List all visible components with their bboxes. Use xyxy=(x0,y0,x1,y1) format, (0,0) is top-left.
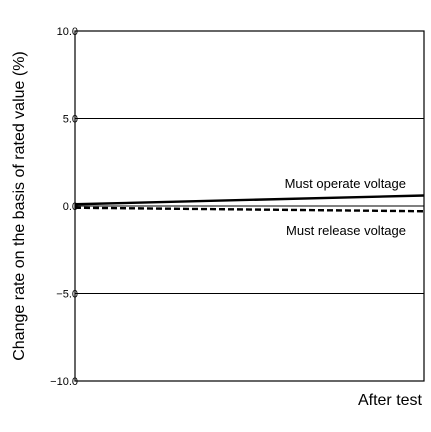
y-tick-label-0: 10.0 xyxy=(57,26,78,38)
y-tick-label-1: 5.0 xyxy=(63,114,78,126)
x-axis-label: After test xyxy=(358,392,423,409)
series-line-1 xyxy=(74,206,425,213)
y-tick-labels: 10.0 5.0 0.0 −5.0 −10.0 xyxy=(50,26,78,388)
y-tick-label-4: −10.0 xyxy=(50,376,78,388)
series-group xyxy=(74,194,425,213)
y-tick-label-3: −5.0 xyxy=(56,289,78,301)
series-label-operate: Must operate voltage xyxy=(285,176,406,191)
series-label-release: Must release voltage xyxy=(286,223,406,238)
y-tick-label-2: 0.0 xyxy=(63,201,78,213)
y-axis-label: Change rate on the basis of rated value … xyxy=(11,51,28,361)
gridlines xyxy=(75,118,424,294)
series-line-0 xyxy=(74,194,425,206)
